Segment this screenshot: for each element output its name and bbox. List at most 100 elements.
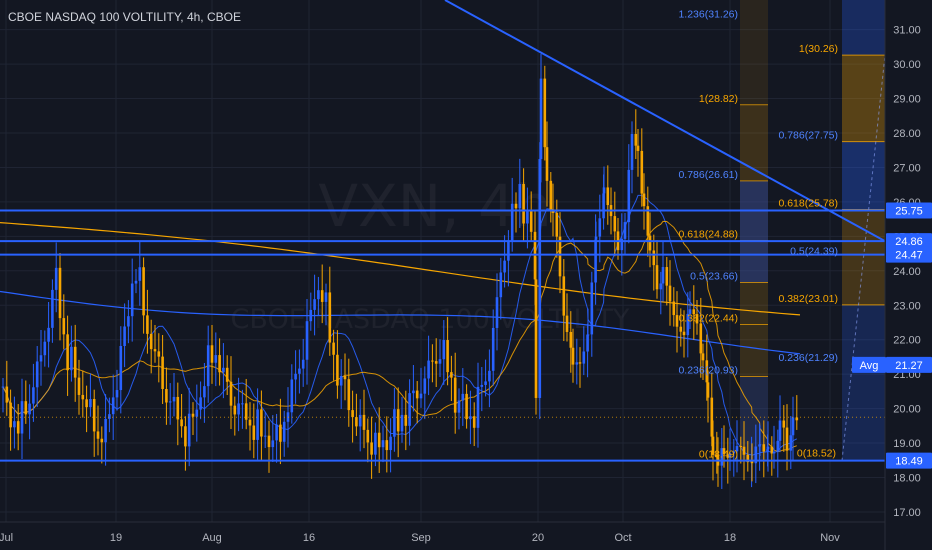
candle-body bbox=[776, 440, 780, 452]
candle-body bbox=[389, 436, 392, 451]
candle-body bbox=[688, 309, 692, 314]
candle-body bbox=[446, 340, 449, 373]
avg-badge bbox=[852, 356, 886, 373]
candle-body bbox=[732, 451, 736, 454]
y-tick-label: 29.00 bbox=[893, 94, 921, 106]
candle-body bbox=[309, 309, 313, 322]
candle-body bbox=[476, 386, 480, 428]
candle-body bbox=[558, 236, 562, 277]
candle-body bbox=[396, 409, 400, 432]
candle-body bbox=[191, 413, 195, 417]
candle-body bbox=[400, 414, 404, 432]
candle-body bbox=[728, 453, 732, 458]
fib-label-orange: 0.382(23.01) bbox=[778, 293, 838, 305]
candle-body bbox=[472, 416, 476, 428]
candle-body bbox=[358, 414, 362, 427]
candle-body bbox=[271, 440, 275, 448]
candle-body bbox=[320, 290, 324, 302]
candle-body bbox=[5, 386, 9, 403]
ma-short-blue bbox=[2, 194, 798, 457]
candle-body bbox=[58, 267, 62, 319]
candle-body bbox=[562, 276, 566, 316]
candle-body bbox=[385, 440, 389, 451]
candle-body bbox=[415, 390, 419, 399]
candle-body bbox=[298, 368, 301, 374]
candle-body bbox=[438, 359, 442, 364]
candle-body bbox=[328, 292, 332, 343]
price-badge bbox=[886, 202, 932, 219]
candle-body bbox=[104, 418, 107, 443]
candle-body bbox=[510, 203, 514, 241]
fib-zone bbox=[740, 104, 768, 181]
price-badge-label: 18.49 bbox=[895, 456, 923, 468]
candle-body bbox=[606, 187, 610, 206]
candle-body bbox=[431, 360, 434, 362]
x-tick-label: 16 bbox=[303, 532, 315, 544]
candle-body bbox=[762, 444, 766, 452]
candle-body bbox=[652, 250, 656, 266]
price-badge-label: 24.86 bbox=[895, 236, 923, 248]
candle-body bbox=[195, 409, 199, 417]
candle-body bbox=[393, 409, 396, 437]
candle-body bbox=[294, 373, 297, 380]
candle-body bbox=[138, 267, 142, 281]
fib-zone bbox=[842, 0, 885, 56]
candle-body bbox=[108, 414, 111, 419]
fib-label-blue: 0.236(20.93) bbox=[678, 365, 738, 377]
x-tick-label: Sep bbox=[411, 532, 431, 544]
candle-body bbox=[720, 448, 724, 466]
price-axis[interactable]: 17.0018.0019.0020.0021.0022.0023.0024.00… bbox=[884, 0, 921, 550]
price-badges: 25.75 24.86 24.47 21.27 18.49 Avg bbox=[852, 202, 932, 469]
candle-body bbox=[484, 381, 487, 385]
candle-body bbox=[598, 218, 602, 237]
candle-body bbox=[47, 327, 50, 342]
candle-body bbox=[711, 436, 715, 455]
ma-mid-orange bbox=[2, 220, 797, 453]
candle-body bbox=[275, 424, 278, 441]
candle-body bbox=[347, 379, 351, 411]
candle-body bbox=[332, 342, 335, 355]
candle-body bbox=[526, 210, 529, 224]
fib-label-blue: 0.5(24.39) bbox=[790, 245, 838, 257]
candle-body bbox=[469, 416, 472, 420]
candle-body bbox=[549, 180, 553, 210]
fib-label-orange: 0.618(24.88) bbox=[678, 228, 738, 240]
candle-body bbox=[339, 376, 343, 386]
candle-body bbox=[699, 323, 703, 354]
candle-body bbox=[70, 346, 73, 371]
candle-body bbox=[146, 315, 149, 334]
price-badge-label: 21.27 bbox=[895, 360, 923, 372]
support-resistance-lines bbox=[0, 0, 886, 462]
candle-body bbox=[206, 345, 210, 387]
candle-body bbox=[785, 427, 789, 451]
candle-body bbox=[630, 134, 634, 170]
candle-body bbox=[602, 187, 606, 194]
candle-body bbox=[582, 351, 586, 364]
candle-body bbox=[39, 355, 43, 362]
price-badge bbox=[886, 452, 932, 469]
candle-body bbox=[634, 134, 638, 146]
candle-body bbox=[571, 347, 575, 365]
candle-body bbox=[706, 382, 710, 398]
candle-body bbox=[370, 442, 373, 455]
candle-body bbox=[336, 354, 339, 386]
candle-body bbox=[142, 267, 145, 316]
candle-body bbox=[111, 397, 115, 415]
candle-body bbox=[543, 78, 547, 148]
candle-body bbox=[244, 403, 248, 420]
x-tick-label: 18 bbox=[724, 532, 736, 544]
candle-body bbox=[594, 236, 598, 240]
candle-body bbox=[282, 421, 286, 442]
candle-body bbox=[408, 393, 411, 426]
candle-body bbox=[659, 283, 663, 290]
candle-body bbox=[130, 283, 134, 317]
candle-body bbox=[127, 316, 130, 327]
candle-body bbox=[613, 216, 617, 232]
candle-body bbox=[100, 438, 104, 443]
time-axis[interactable]: Jul 19 Aug 16 Sep 20 Oct 18 Nov bbox=[0, 521, 885, 544]
candle-body bbox=[778, 420, 782, 441]
candle-body bbox=[569, 331, 573, 348]
y-tick-label: 18.00 bbox=[893, 473, 921, 485]
